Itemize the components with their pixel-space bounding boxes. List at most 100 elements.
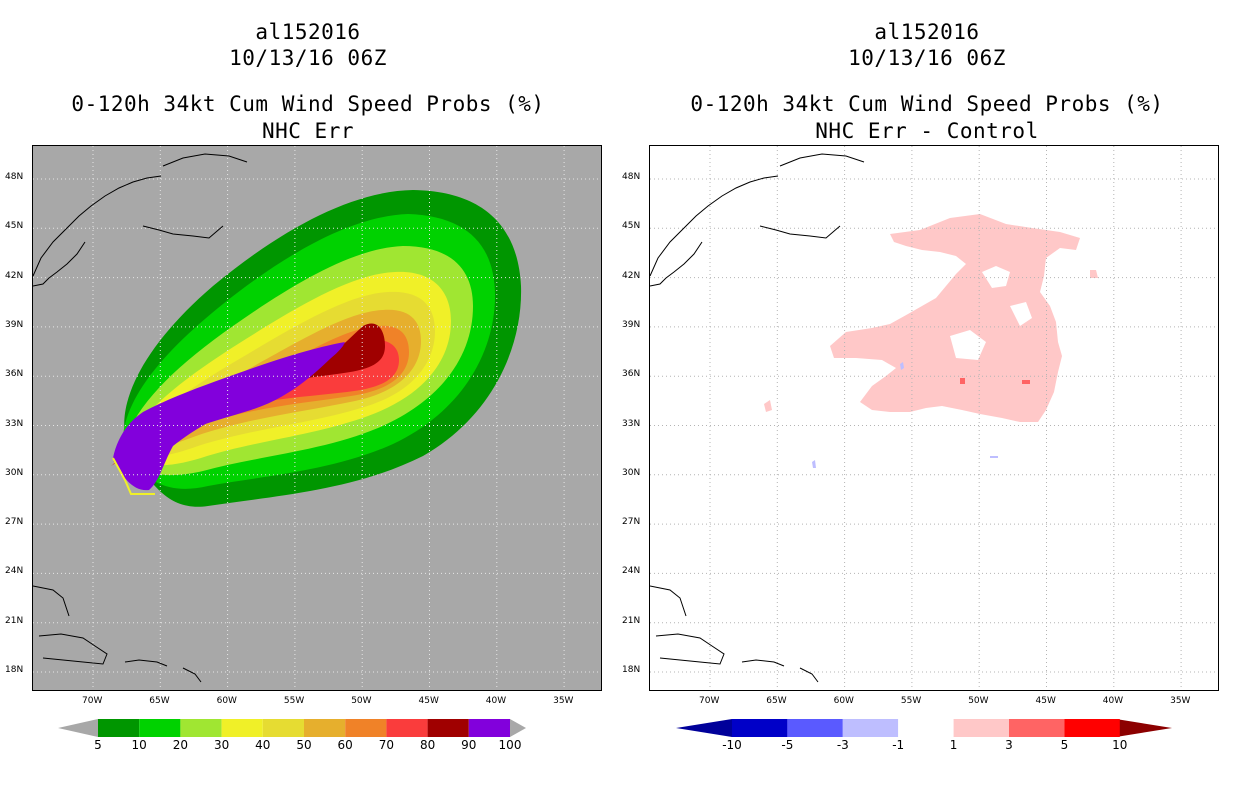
diff-small-neg-2 <box>812 460 816 468</box>
right-map-plot <box>650 146 1218 690</box>
lat-tick-label: 21N <box>622 615 641 626</box>
right-grid <box>650 146 1218 690</box>
lon-tick-label: 45W <box>418 696 439 706</box>
left-map <box>32 145 602 691</box>
colorbar-swatch <box>842 719 899 737</box>
colorbar-label: 40 <box>255 738 271 752</box>
left-title-subtitle: NHC Err <box>261 119 354 143</box>
right-title-date: 10/13/16 06Z <box>848 46 1006 70</box>
colorbar-swatch <box>732 719 788 737</box>
lat-tick-label: 36N <box>5 369 24 380</box>
colorbar-label: 100 <box>498 738 522 752</box>
diff-positive-area <box>830 214 1080 422</box>
diff-high-2 <box>1022 380 1030 384</box>
lon-tick-label: 70W <box>699 696 720 706</box>
colorbar-label: 60 <box>337 738 353 752</box>
lat-tick-label: 42N <box>622 270 641 281</box>
colorbar-label: 5 <box>1060 738 1069 752</box>
lon-tick-label: 40W <box>1102 696 1124 706</box>
left-title-date: 10/13/16 06Z <box>229 46 387 70</box>
right-colorbar <box>676 719 1172 737</box>
lat-tick-label: 36N <box>622 369 641 380</box>
lat-tick-label: 30N <box>622 467 641 478</box>
right-coastlines <box>650 153 865 683</box>
colorbar-swatch <box>262 719 304 737</box>
colorbar-label: 10 <box>1112 738 1128 752</box>
contour-100 <box>113 342 345 491</box>
diff-small-pos <box>764 400 772 412</box>
right-title-storm: al152016 <box>874 20 980 44</box>
left-colorbar <box>58 719 526 737</box>
left-coastlines <box>33 153 248 683</box>
lat-tick-label: 27N <box>5 517 24 528</box>
colorbar-swatch <box>1009 719 1065 737</box>
lat-tick-label: 45N <box>5 221 24 232</box>
lat-tick-label: 45N <box>622 221 641 232</box>
lon-tick-label: 55W <box>283 696 305 706</box>
colorbar-swatch <box>787 719 843 737</box>
lon-tick-label: 50W <box>351 696 372 706</box>
lat-tick-label: 33N <box>622 418 641 429</box>
colorbar-swatch <box>898 719 954 737</box>
colorbar-swatch <box>1064 719 1120 737</box>
colorbar-label: 3 <box>1005 738 1013 752</box>
lat-tick-label: 39N <box>622 319 641 330</box>
colorbar-swatch <box>345 719 387 737</box>
colorbar-swatch <box>221 719 263 737</box>
lat-tick-label: 27N <box>622 517 641 528</box>
left-title-product: 0-120h 34kt Cum Wind Speed Probs (%) <box>71 92 545 116</box>
diff-small-pos-2 <box>1090 270 1098 278</box>
colorbar-swatch <box>386 719 428 737</box>
probability-contours <box>111 190 522 507</box>
diff-small-neg-3 <box>990 456 998 458</box>
lon-tick-label: 35W <box>1170 696 1191 706</box>
right-colorbar-high-triangle <box>1116 719 1172 737</box>
diff-hole-2 <box>950 330 986 360</box>
lon-tick-label: 50W <box>968 696 989 706</box>
colorbar-label: 50 <box>296 738 312 752</box>
colorbar-swatch <box>953 719 1009 737</box>
colorbar-label: 70 <box>378 738 395 752</box>
diff-hole-1 <box>982 266 1010 288</box>
left-colorbar-low-triangle <box>58 719 98 737</box>
colorbar-label: -5 <box>781 738 794 752</box>
left-colorbar-high-triangle <box>510 719 526 737</box>
left-colorbar-boxes <box>98 719 510 737</box>
lat-tick-label: 18N <box>622 665 641 675</box>
lon-tick-label: 45W <box>1035 696 1056 706</box>
lat-tick-label: 21N <box>5 615 24 626</box>
colorbar-swatch <box>98 719 140 737</box>
lon-tick-label: 55W <box>900 696 922 706</box>
lon-tick-label: 35W <box>553 696 574 706</box>
right-title-product: 0-120h 34kt Cum Wind Speed Probs (%) <box>690 92 1164 116</box>
lon-tick-label: 70W <box>82 696 103 706</box>
diff-hole-3 <box>1010 302 1032 326</box>
right-colorbar-low-triangle <box>676 719 732 737</box>
lon-tick-label: 40W <box>485 696 507 706</box>
colorbar-label: 1 <box>949 738 958 752</box>
right-colorbar-boxes <box>732 719 1120 737</box>
right-title-subtitle: NHC Err - Control <box>815 119 1039 143</box>
lat-tick-label: 48N <box>5 172 24 182</box>
colorbar-swatch <box>180 719 222 737</box>
lat-tick-label: 30N <box>5 467 24 478</box>
colorbar-swatch <box>139 719 181 737</box>
colorbar-label: 20 <box>172 738 189 752</box>
diff-small-neg <box>900 362 904 370</box>
lon-tick-label: 65W <box>149 696 170 706</box>
colorbar-swatch <box>427 719 469 737</box>
lat-tick-label: 48N <box>622 172 641 182</box>
lat-tick-label: 42N <box>5 270 24 281</box>
colorbar-label: -3 <box>836 738 849 752</box>
colorbar-label: 5 <box>94 738 102 752</box>
colorbar-swatch <box>468 719 510 737</box>
left-map-plot <box>33 146 601 690</box>
lon-tick-label: 60W <box>216 696 237 706</box>
contour-edge <box>112 457 155 495</box>
colorbar-label: 10 <box>131 738 147 752</box>
lat-tick-label: 24N <box>622 566 641 577</box>
lat-tick-label: 33N <box>5 418 24 429</box>
lat-tick-label: 39N <box>5 319 24 330</box>
colorbar-label: -10 <box>722 738 742 752</box>
difference-contours <box>764 214 1098 468</box>
